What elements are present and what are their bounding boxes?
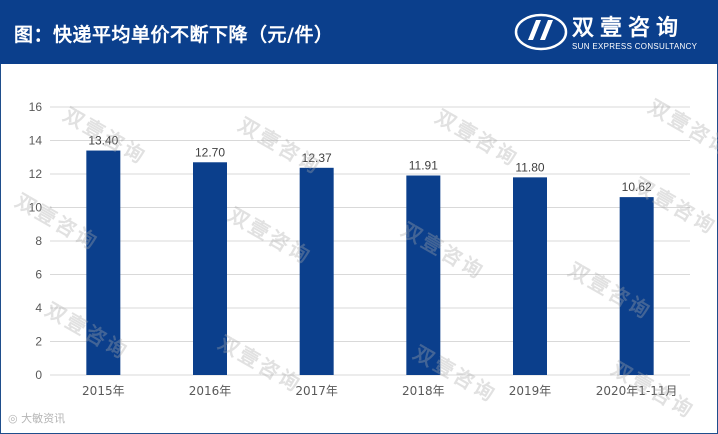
bar [619, 197, 654, 375]
brand-logo: 双壹咨询 SUN EXPRESS CONSULTANCY [514, 6, 704, 60]
data-label: 11.91 [409, 159, 438, 173]
value-labels: 13.40 12.70 12.37 11.91 11.80 10.62 [88, 134, 652, 195]
bar [299, 167, 334, 375]
x-tick-label: 2019年 [509, 384, 552, 398]
brand-name-cn: 双壹咨询 [572, 16, 685, 41]
data-label: 12.37 [302, 151, 332, 165]
bars [86, 150, 654, 375]
y-tick-label: 2 [35, 335, 42, 349]
bar [193, 162, 227, 375]
y-tick-labels: 0 2 4 6 8 10 12 14 16 [29, 100, 43, 382]
x-tick-label: 2017年 [295, 384, 338, 398]
weibo-name: 大敏资讯 [21, 412, 66, 425]
gridlines [50, 106, 690, 376]
data-label: 13.40 [88, 134, 118, 148]
x-tick-labels: 2015年 2016年 2017年 2018年 2019年 2020年1-11月 [82, 384, 677, 398]
brand-name-en: SUN EXPRESS CONSULTANCY [572, 42, 698, 51]
bar [513, 177, 547, 375]
y-tick-label: 8 [35, 234, 42, 248]
bar [406, 175, 441, 375]
weibo-icon: ◎ [8, 412, 22, 425]
x-tick-label: 2020年1-11月 [596, 384, 678, 398]
y-tick-label: 16 [29, 100, 43, 114]
weibo-handle: ◎ 大敏资讯 [8, 410, 65, 426]
y-tick-label: 4 [35, 301, 42, 315]
x-tick-label: 2016年 [189, 384, 232, 398]
data-label: 12.70 [195, 145, 225, 159]
brand-swoosh-icon [514, 13, 568, 51]
y-tick-label: 0 [35, 368, 42, 382]
x-tick-label: 2015年 [82, 384, 125, 398]
header-banner: 图：快递平均单价不断下降（元/件） 双壹咨询 SUN EXPRESS CONSU… [0, 0, 718, 64]
y-tick-label: 12 [29, 167, 43, 181]
y-tick-label: 6 [35, 268, 42, 282]
y-tick-label: 10 [29, 201, 43, 215]
chart-title: 图：快递平均单价不断下降（元/件） [14, 24, 334, 46]
y-tick-label: 14 [29, 134, 43, 148]
data-label: 10.62 [622, 180, 652, 194]
x-tick-label: 2018年 [402, 384, 445, 398]
data-label: 11.80 [515, 160, 544, 174]
bar [86, 150, 121, 375]
